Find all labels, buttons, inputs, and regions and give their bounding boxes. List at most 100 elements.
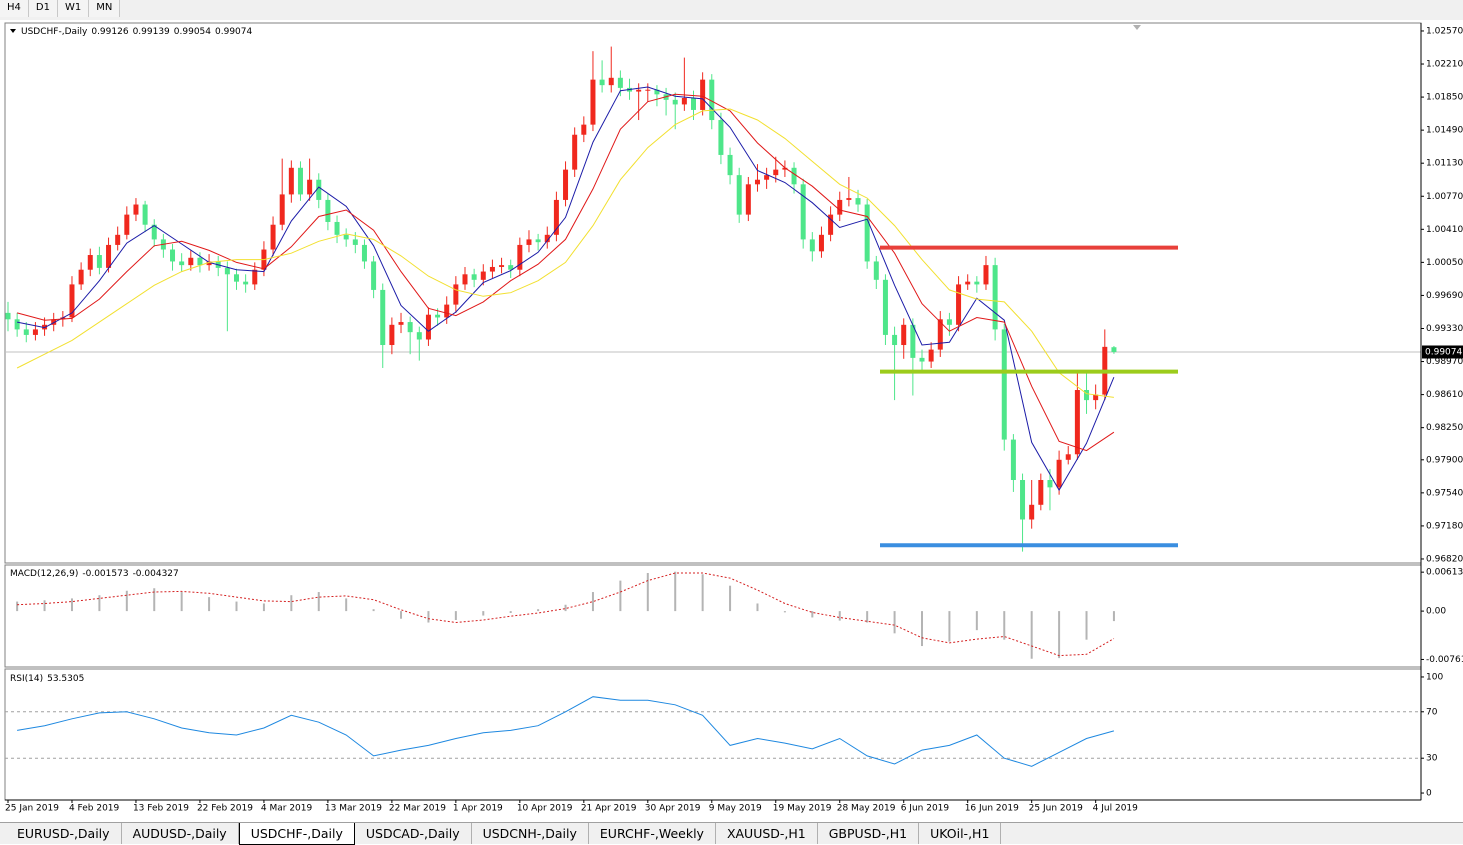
candle-body bbox=[700, 79, 706, 110]
candle-body bbox=[846, 198, 852, 200]
timeframe-button[interactable]: MN bbox=[89, 0, 121, 17]
candle-body bbox=[617, 77, 623, 88]
chart-tab[interactable]: USDCHF-,Daily bbox=[238, 823, 355, 845]
symbol: USDCHF-,Daily bbox=[21, 27, 88, 37]
candle-body bbox=[709, 79, 715, 121]
candle-body bbox=[1001, 329, 1007, 440]
candle-body bbox=[901, 324, 907, 346]
candle-body bbox=[87, 255, 93, 270]
candle-body bbox=[645, 89, 651, 91]
x-tick-label: 9 May 2019 bbox=[709, 804, 762, 814]
candle-body bbox=[608, 77, 614, 86]
candle-body bbox=[78, 269, 84, 285]
candle-body bbox=[873, 261, 879, 280]
y-tick-label: 70 bbox=[1426, 707, 1438, 717]
rsi-title: RSI(14) bbox=[10, 674, 43, 684]
candle-body bbox=[179, 261, 185, 266]
candle-body bbox=[60, 317, 66, 320]
candle-body bbox=[1020, 479, 1026, 520]
moving-average bbox=[16, 108, 1114, 398]
y-tick-label: 0.98250 bbox=[1426, 423, 1463, 433]
chart-tab[interactable]: EURCHF-,Weekly bbox=[589, 823, 716, 844]
candle-body bbox=[599, 79, 605, 86]
candle-body bbox=[425, 314, 431, 340]
candle-body bbox=[517, 244, 523, 270]
candle-body bbox=[1093, 394, 1099, 401]
timeframe-button[interactable]: W1 bbox=[57, 0, 90, 17]
chart-tab[interactable]: AUDUSD-,Daily bbox=[122, 823, 239, 844]
candle-body bbox=[444, 304, 450, 318]
x-tick-label: 30 Apr 2019 bbox=[645, 804, 701, 814]
candle-body bbox=[499, 265, 505, 267]
macd-header: MACD(12,26,9) -0.001573 -0.004327 bbox=[10, 569, 179, 579]
timeframe-button[interactable]: D1 bbox=[28, 0, 58, 17]
timeframe-button[interactable]: H4 bbox=[0, 0, 29, 17]
y-tick-label: 0.00613 bbox=[1426, 568, 1463, 578]
chart-tab[interactable]: EURUSD-,Daily bbox=[6, 823, 122, 844]
candle-body bbox=[791, 167, 797, 185]
candle-body bbox=[151, 224, 157, 240]
candle-body bbox=[142, 204, 148, 225]
candle-body bbox=[800, 184, 806, 240]
candle-body bbox=[1065, 454, 1071, 460]
x-tick-label: 13 Feb 2019 bbox=[133, 804, 189, 814]
candle-body bbox=[983, 265, 989, 285]
rsi-line bbox=[17, 696, 1115, 767]
candle-body bbox=[297, 167, 303, 195]
candle-body bbox=[691, 98, 696, 110]
x-tick-label: 4 Mar 2019 bbox=[261, 804, 313, 814]
candle-body bbox=[197, 257, 203, 266]
rsi-header: RSI(14) 53.5305 bbox=[10, 674, 84, 684]
y-tick-label: 0.98970 bbox=[1426, 357, 1463, 367]
candle-body bbox=[489, 266, 495, 272]
candle-body bbox=[288, 167, 294, 195]
candle-body bbox=[855, 198, 861, 205]
low: 0.99054 bbox=[174, 27, 211, 37]
y-tick-label: -0.007612 bbox=[1426, 655, 1463, 665]
chart-tab[interactable]: XAUUSD-,H1 bbox=[716, 823, 818, 844]
candle-body bbox=[270, 224, 276, 250]
y-tick-label: 1.02570 bbox=[1426, 26, 1463, 36]
candle-body bbox=[106, 244, 112, 268]
candle-body bbox=[818, 234, 824, 252]
candle-body bbox=[14, 319, 20, 330]
chart-tab[interactable]: GBPUSD-,H1 bbox=[818, 823, 920, 844]
candle-body bbox=[1084, 390, 1090, 401]
candle-body bbox=[937, 319, 943, 350]
candle-body bbox=[5, 312, 11, 320]
candle-body bbox=[681, 98, 687, 105]
chart-tab[interactable]: USDCAD-,Daily bbox=[355, 823, 472, 844]
candle-body bbox=[51, 319, 57, 325]
y-tick-label: 0.99330 bbox=[1426, 324, 1463, 334]
candle-body bbox=[471, 274, 477, 280]
candle-body bbox=[526, 239, 532, 245]
candle-body bbox=[654, 89, 660, 95]
chart-tab[interactable]: USDCNH-,Daily bbox=[472, 823, 589, 844]
candle-body bbox=[316, 179, 322, 200]
candle-body bbox=[974, 281, 980, 285]
rsi-value: 53.5305 bbox=[47, 674, 84, 684]
candle-body bbox=[435, 314, 441, 318]
candle-body bbox=[1111, 347, 1117, 352]
candle-body bbox=[234, 274, 239, 282]
macd-main: -0.001573 bbox=[82, 569, 128, 579]
timeframe-toolbar: H4 D1 W1 MN bbox=[0, 0, 121, 17]
macd-signal: -0.004327 bbox=[133, 569, 179, 579]
candle-body bbox=[992, 265, 998, 330]
y-tick-label: 0.98610 bbox=[1426, 390, 1463, 400]
candle-body bbox=[32, 329, 38, 335]
candle-body bbox=[1056, 459, 1062, 488]
price-tag-label: 0.99074 bbox=[1425, 347, 1462, 357]
price-tag bbox=[1422, 345, 1463, 359]
candle-body bbox=[23, 329, 29, 335]
candle-body bbox=[828, 214, 834, 235]
y-tick-label: 1.01850 bbox=[1426, 93, 1463, 103]
candle-body bbox=[252, 269, 258, 285]
candle-body bbox=[1047, 479, 1053, 488]
candle-body bbox=[837, 199, 843, 215]
chart-tab[interactable]: UKOil-,H1 bbox=[919, 823, 1002, 844]
candle-body bbox=[590, 79, 596, 125]
candle-body bbox=[882, 279, 888, 335]
y-tick-label: 0.96820 bbox=[1426, 554, 1463, 564]
candle-body bbox=[864, 204, 870, 262]
